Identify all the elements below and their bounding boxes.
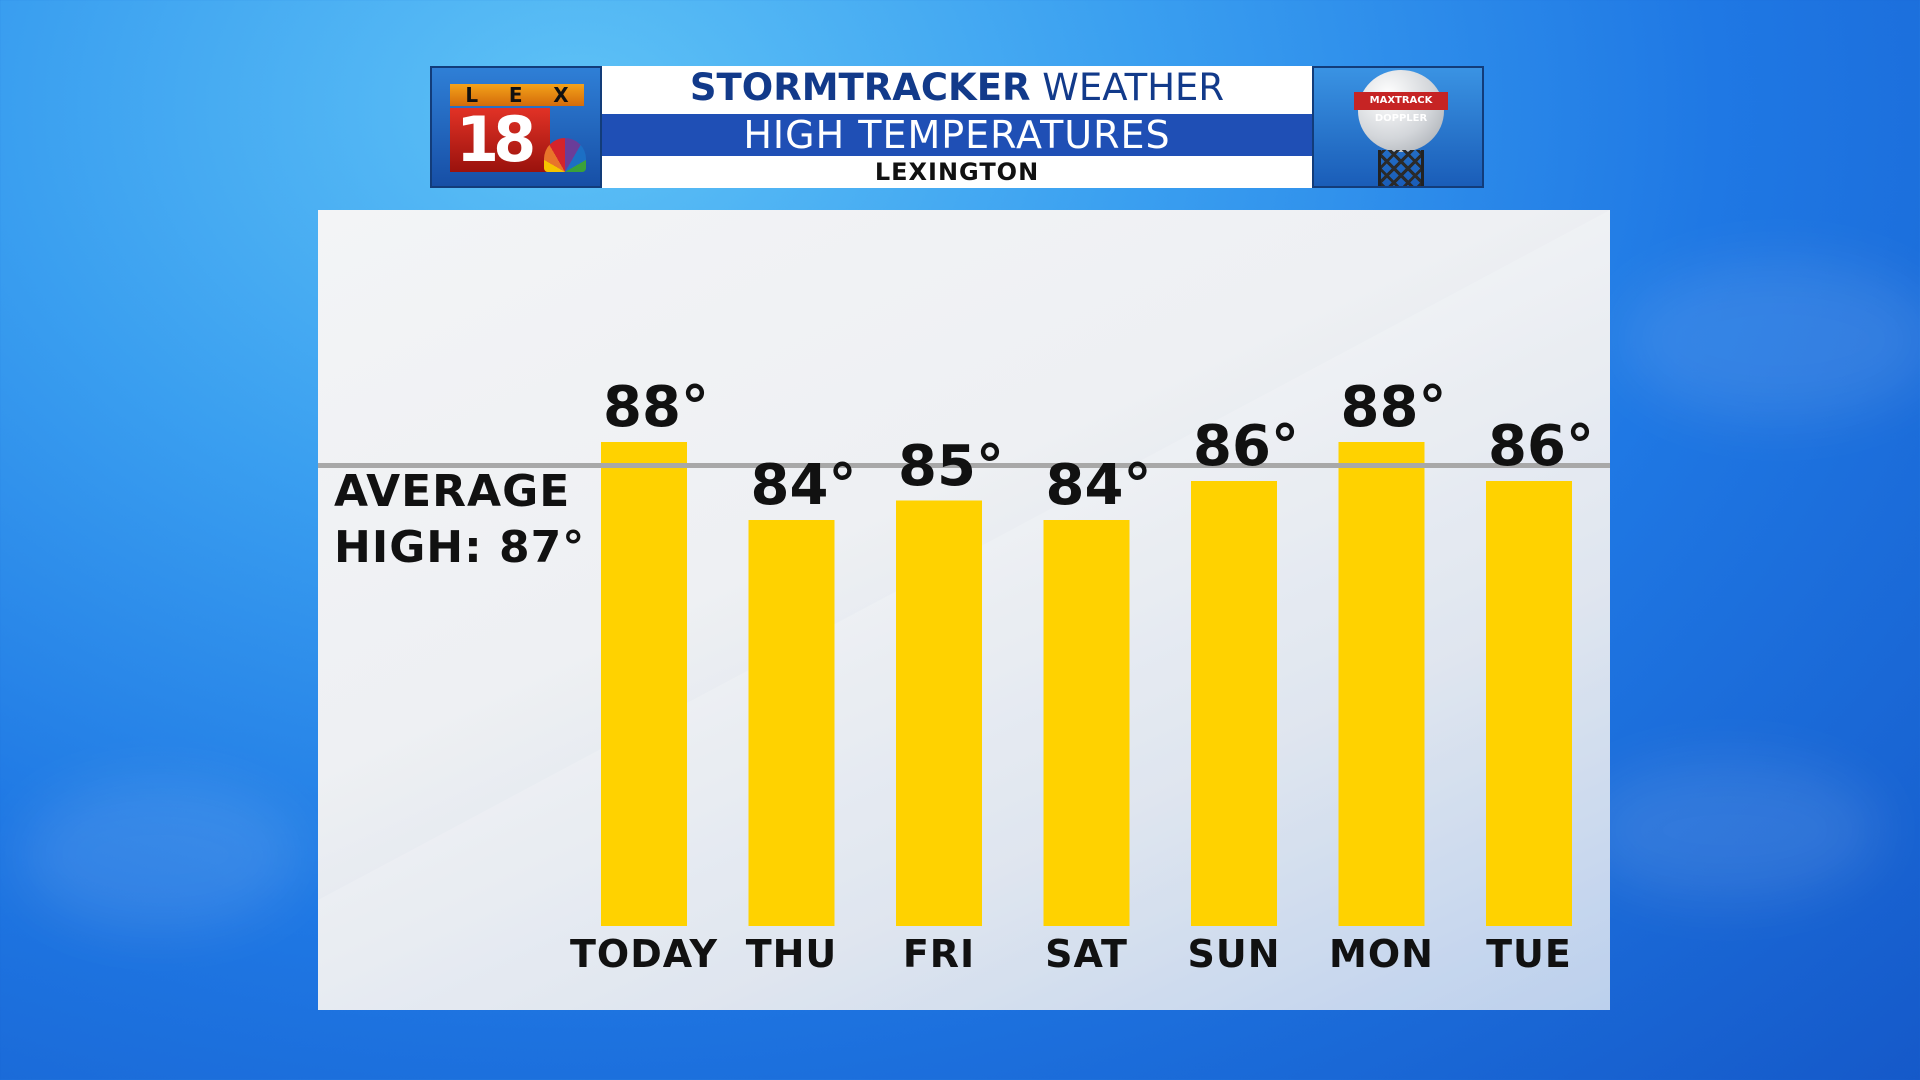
bar-mon — [1338, 442, 1425, 926]
bars-group — [601, 442, 1572, 926]
x-tick-label: SAT — [1045, 932, 1128, 976]
location-label: LEXINGTON — [874, 158, 1040, 186]
average-high-label: AVERAGE HIGH: 87° — [334, 464, 604, 576]
data-label-mon: 88° — [1340, 375, 1447, 440]
data-label-today: 88° — [603, 375, 709, 440]
station-logo: L E X 18 — [430, 66, 602, 188]
weather-header: L E X 18 STORMTRACKER WEATHER HIGH TEMPE… — [430, 66, 1484, 188]
title-brand: STORMTRACKER — [689, 66, 1031, 109]
x-tick-label: MON — [1329, 932, 1434, 976]
average-label-line2: HIGH: 87° — [334, 522, 586, 573]
data-label-tue: 86° — [1488, 414, 1594, 479]
title-box: STORMTRACKER WEATHER HIGH TEMPERATURES L… — [602, 66, 1312, 188]
logo-number: 18 — [450, 108, 550, 172]
chart-subtitle: HIGH TEMPERATURES — [602, 114, 1312, 156]
bar-thu — [748, 520, 835, 926]
x-tick-label: TUE — [1486, 932, 1572, 976]
bar-fri — [896, 500, 982, 926]
background-cloud — [1580, 760, 1880, 900]
x-tick-label: SUN — [1187, 932, 1281, 976]
logo-letter: L — [465, 83, 479, 107]
data-label-sun: 86° — [1193, 414, 1299, 479]
peacock-icon — [544, 138, 586, 172]
x-tick-label: TODAY — [569, 932, 719, 976]
logo-letter: E — [508, 83, 523, 107]
data-label-sat: 84° — [1045, 453, 1152, 518]
logo-letters: L E X — [450, 83, 584, 107]
background-cloud — [1620, 260, 1920, 420]
data-label-fri: 85° — [898, 433, 1004, 499]
x-tick-label: FRI — [902, 932, 976, 976]
bar-chart — [318, 210, 1610, 1010]
radar-logo: MAXTRACK DOPPLER — [1312, 66, 1484, 188]
bar-today — [601, 442, 687, 926]
average-label-line1: AVERAGE — [334, 466, 571, 517]
x-tick-label: THU — [745, 932, 838, 976]
title-weather: WEATHER — [1030, 66, 1225, 109]
radar-badge: MAXTRACK DOPPLER — [1354, 92, 1448, 124]
chart-panel: AVERAGE HIGH: 87° 88° TODAY 84° THU 85° FRI 84… — [318, 210, 1610, 1010]
logo-letter: X — [553, 83, 569, 107]
radar-tower-icon — [1378, 150, 1424, 186]
page-title: STORMTRACKER WEATHER — [602, 68, 1312, 108]
bar-sat — [1043, 520, 1130, 926]
background-cloud — [20, 780, 300, 930]
bar-sun — [1191, 481, 1277, 926]
bar-tue — [1486, 481, 1572, 926]
radar-dome-icon — [1358, 70, 1444, 152]
data-label-thu: 84° — [750, 453, 857, 518]
